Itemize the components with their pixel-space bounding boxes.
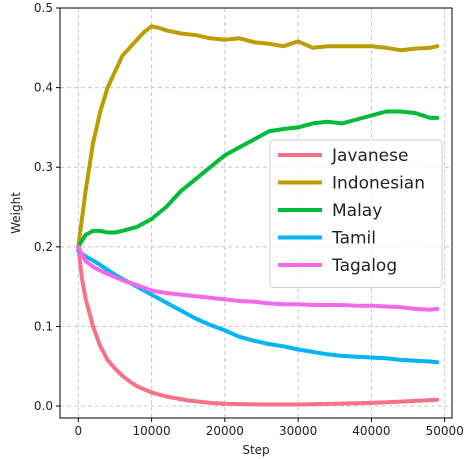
legend-label: Malay xyxy=(332,201,382,221)
x-tick-label: 50000 xyxy=(426,424,464,438)
x-tick-label: 30000 xyxy=(279,424,317,438)
series-line-tamil xyxy=(76,248,440,365)
y-tick-label: 0.3 xyxy=(34,160,53,174)
legend: Javanese Indonesian Malay Tamil Tagalog xyxy=(269,139,443,288)
series-line-tagalog xyxy=(76,244,440,312)
series-line-indonesian xyxy=(76,24,440,249)
x-tick-label: 0 xyxy=(74,424,82,438)
x-axis-label: Step xyxy=(242,443,269,457)
y-tick-label: 0.5 xyxy=(34,1,53,15)
y-tick-label: 0.4 xyxy=(34,81,53,95)
y-tick-label: 0.0 xyxy=(34,399,53,413)
y-tick-label: 0.1 xyxy=(34,319,53,333)
legend-label: Tagalog xyxy=(331,256,397,276)
series-lines xyxy=(76,24,440,407)
legend-label: Tamil xyxy=(331,229,376,249)
legend-label: Indonesian xyxy=(332,174,425,194)
y-axis-label: Weight xyxy=(9,192,23,234)
x-tick-label: 20000 xyxy=(206,424,244,438)
legend-label: Javanese xyxy=(331,146,408,166)
x-tick-label: 40000 xyxy=(352,424,390,438)
y-tick-label: 0.2 xyxy=(34,240,53,254)
series-line-javanese xyxy=(76,244,440,407)
x-tick-label: 10000 xyxy=(132,424,170,438)
series-line-malay xyxy=(76,109,440,249)
axis-ticks: 0 10000 20000 30000 40000 50000 0.0 0.1 0.2 0.3 0.… xyxy=(34,1,464,438)
legend-box xyxy=(269,139,443,288)
plot-frame xyxy=(59,7,453,419)
